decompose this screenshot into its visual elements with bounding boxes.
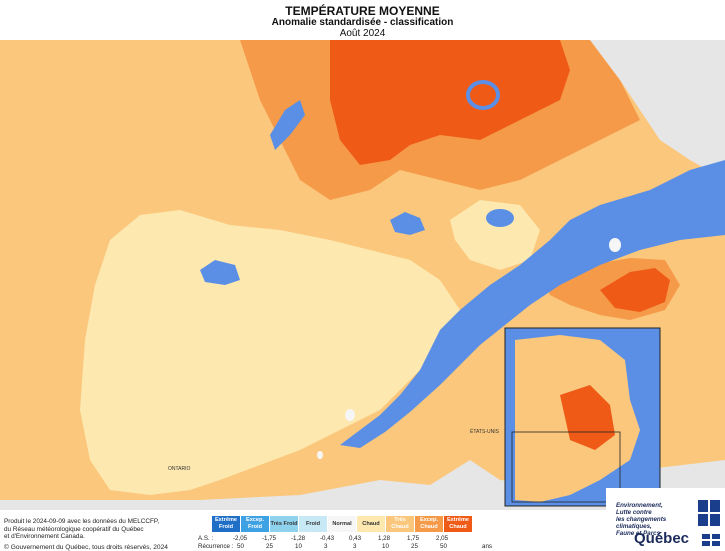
lake-northwest — [270, 100, 305, 150]
legend-as-value-7: 2,05 — [436, 535, 449, 542]
legend-class-8: Extrême Chaud — [444, 516, 473, 532]
legend-class-3: Froid — [299, 516, 328, 532]
lake-gouin — [390, 212, 425, 235]
legend-class-1: Excep. Froid — [241, 516, 270, 532]
legend-class-0: Extrême Froid — [212, 516, 241, 532]
legend-recurrence-value-2: 10 — [295, 543, 302, 550]
inset-extreme-zone — [560, 385, 615, 450]
legend-recurrence-value-5: 10 — [382, 543, 389, 550]
legend-recurrence-value-3: 3 — [324, 543, 328, 550]
zone-extreme-chaud-north — [330, 40, 570, 165]
zone-extreme-chaud-gaspesie — [600, 268, 670, 312]
label-usa: ÉTATS-UNIS — [470, 428, 500, 435]
ministry-line-2: Lutte contre — [616, 509, 652, 516]
legend-recurrence-value-6: 25 — [411, 543, 418, 550]
quebec-wordmark: Québec — [634, 530, 690, 547]
lake-west — [200, 260, 240, 285]
legend: Extrême Froid Excep. Froid Très Froid Froid… — [198, 516, 512, 551]
legend-class-6: Très Chaud — [386, 516, 415, 532]
legend-recurrence-unit: ans — [482, 543, 492, 550]
map-title: TEMPÉRATURE MOYENNE — [285, 4, 440, 18]
copyright-notice: © Gouvernement du Québec, tous droits ré… — [4, 544, 168, 551]
map-footer: Produit le 2024-09-09 avec les données d… — [0, 510, 725, 551]
legend-as-value-3: -0,43 — [320, 535, 335, 542]
legend-recurrence-value-0: 50 — [237, 543, 244, 550]
legend-as-value-0: -2,05 — [233, 535, 248, 542]
zone-chaud-northwest — [0, 40, 240, 70]
legend-class-5: Chaud — [357, 516, 386, 532]
st-lawrence-river — [340, 160, 725, 448]
normal-spot-2 — [345, 409, 355, 421]
zone-labrador — [560, 40, 725, 180]
legend-class-7: Excep. Chaud — [415, 516, 444, 532]
temperature-anomaly-map: ÉTATS-UNIS ONTARIO — [0, 40, 725, 510]
map-date: Août 2024 — [339, 28, 386, 39]
normal-spot-3 — [317, 451, 323, 459]
legend-as-value-4: 0,43 — [349, 535, 362, 542]
legend-as-value-2: -1,28 — [291, 535, 306, 542]
normal-spot-1 — [609, 238, 621, 252]
credit-line-2: du Réseau météorologique coopératif du Q… — [4, 525, 144, 533]
legend-recurrence-label: Récurrence : — [198, 543, 234, 550]
label-ontario: ONTARIO — [168, 466, 191, 472]
reservoir-manicouagan — [466, 80, 500, 110]
legend-as-value-6: 1,75 — [407, 535, 420, 542]
ministry-line-5: Faune et Parcs — [616, 530, 661, 537]
legend-class-4: Normal — [328, 516, 357, 532]
lake-saint-jean — [486, 209, 514, 227]
legend-as-value-5: 1,28 — [378, 535, 391, 542]
zone-chaud-south — [80, 210, 460, 495]
credit-line-1: Produit le 2024-09-09 avec les données d… — [4, 518, 160, 525]
map-header: TEMPÉRATURE MOYENNE Anomalie standardisé… — [0, 0, 725, 40]
map-subtitle: Anomalie standardisée - classification — [271, 17, 454, 28]
legend-class-2: Très Froid — [270, 516, 299, 532]
legend-as-value-1: -1,75 — [262, 535, 277, 542]
credit-line-3: et d'Environnement Canada. — [4, 533, 85, 541]
legend-recurrence-value-7: 50 — [440, 543, 447, 550]
ministry-line-4: climatiques, — [616, 523, 652, 530]
fleur-de-lis-flag-icon — [698, 500, 720, 526]
legend-recurrence-value-1: 25 — [266, 543, 273, 550]
quebec-brand-block: Environnement, Lutte contre les changeme… — [606, 488, 725, 551]
legend-as-label: A.S. : — [198, 535, 214, 542]
ministry-line-1: Environnement, — [616, 502, 663, 509]
legend-recurrence-value-4: 3 — [353, 543, 357, 550]
ministry-name: Environnement, Lutte contre les changeme… — [616, 502, 696, 537]
production-credit: Produit le 2024-09-09 avec les données d… — [4, 518, 204, 541]
zone-chaud-saguenay — [450, 200, 540, 270]
ministry-line-3: les changements — [616, 516, 667, 523]
fleur-de-lis-flag-small-icon — [702, 534, 720, 546]
inset-highlight-box — [511, 431, 621, 503]
